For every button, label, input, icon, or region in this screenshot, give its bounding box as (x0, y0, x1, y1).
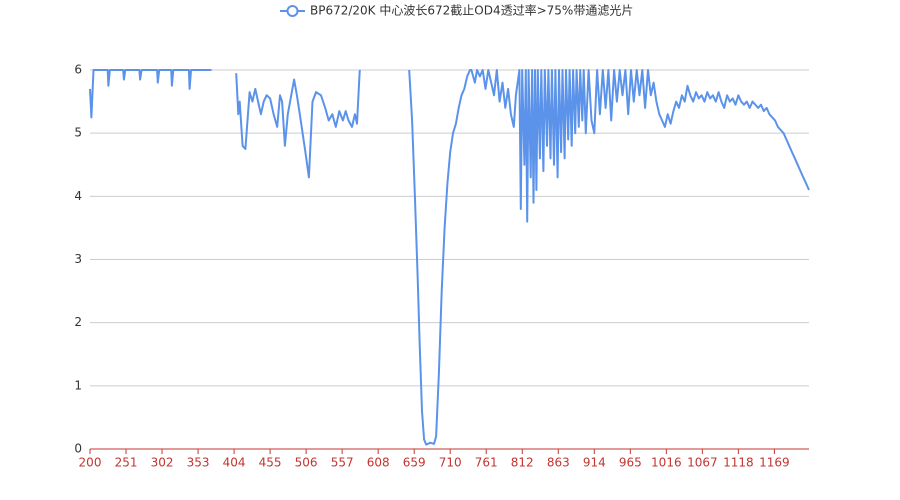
x-tick-label: 710 (439, 456, 462, 470)
x-tick-label: 863 (547, 456, 570, 470)
x-tick-label: 914 (583, 456, 606, 470)
y-tick-label: 5 (74, 126, 82, 140)
legend-label[interactable]: BP672/20K 中心波长672截止OD4透过率>75%带通滤光片 (310, 3, 633, 18)
x-tick-label: 200 (79, 456, 102, 470)
x-tick-label: 761 (475, 456, 498, 470)
x-tick-label: 506 (295, 456, 318, 470)
y-tick-label: 0 (74, 442, 82, 456)
x-tick-label: 404 (223, 456, 246, 470)
x-tick-label: 1016 (651, 456, 682, 470)
x-tick-label: 812 (511, 456, 534, 470)
x-tick-label: 659 (403, 456, 426, 470)
x-tick-label: 455 (259, 456, 282, 470)
legend-icon-marker (286, 5, 299, 17)
y-tick-label: 1 (74, 378, 82, 392)
x-tick-label: 965 (619, 456, 642, 470)
x-tick-label: 1067 (687, 456, 718, 470)
line (235, 69, 361, 179)
x-tick-label: 251 (115, 456, 138, 470)
x-tick-label: 1169 (759, 456, 790, 470)
line (89, 69, 212, 119)
y-tick-label: 6 (74, 63, 82, 77)
y-tick-label: 4 (74, 189, 82, 203)
x-tick-label: 608 (367, 456, 390, 470)
line (408, 69, 810, 446)
y-tick-label: 2 (74, 315, 82, 329)
x-tick-label: 353 (187, 456, 210, 470)
y-tick-label: 3 (74, 252, 82, 266)
x-tick-label: 557 (331, 456, 354, 470)
x-tick-label: 302 (151, 456, 174, 470)
x-tick-label: 1118 (723, 456, 754, 470)
